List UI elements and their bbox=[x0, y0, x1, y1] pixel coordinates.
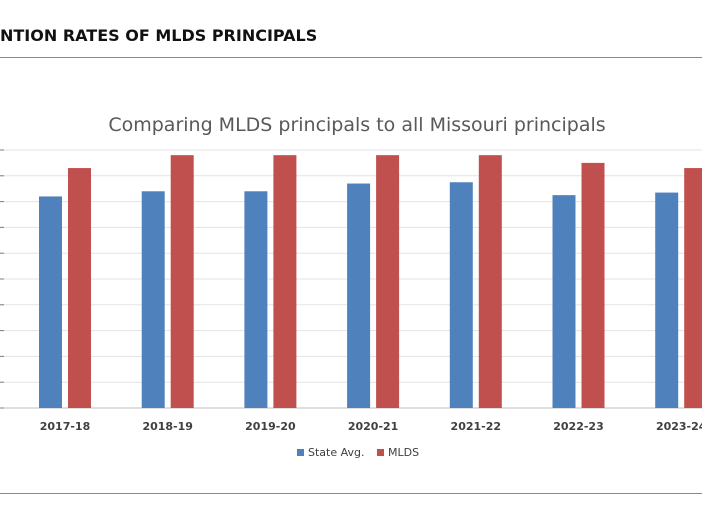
legend: State Avg. MLDS bbox=[297, 446, 419, 459]
bar-mlds-2017-18 bbox=[68, 168, 91, 408]
bars bbox=[39, 155, 702, 408]
bar-state-avg-2018-19 bbox=[141, 191, 165, 408]
legend-swatch-mlds bbox=[377, 449, 384, 456]
bar-state-avg-2019-20 bbox=[244, 191, 268, 408]
x-tick-label: 2021-22 bbox=[451, 420, 502, 433]
legend-label-state-avg: State Avg. bbox=[308, 446, 364, 459]
x-tick-label: 2020-21 bbox=[348, 420, 399, 433]
chart-title: Comparing MLDS principals to all Missour… bbox=[108, 114, 605, 136]
x-tick-label: 2023-24 bbox=[656, 420, 702, 433]
x-tick-label: 2018-19 bbox=[142, 420, 193, 433]
x-tick-label: 2019-20 bbox=[245, 420, 296, 433]
bar-mlds-2018-19 bbox=[170, 155, 194, 408]
footer-divider bbox=[0, 493, 702, 494]
bar-mlds-2023-24 bbox=[684, 168, 702, 408]
bar-mlds-2021-22 bbox=[478, 155, 502, 408]
x-tick-label: 2022-23 bbox=[553, 420, 604, 433]
page-header: NTION RATES OF MLDS PRINCIPALS bbox=[0, 26, 318, 45]
bar-state-avg-2020-21 bbox=[347, 183, 371, 408]
bar-state-avg-2023-24 bbox=[655, 192, 679, 408]
legend-label-mlds: MLDS bbox=[388, 446, 419, 459]
bar-state-avg-2017-18 bbox=[39, 196, 62, 408]
bar-mlds-2020-21 bbox=[376, 155, 400, 408]
bar-state-avg-2021-22 bbox=[449, 182, 473, 408]
bar-state-avg-2022-23 bbox=[552, 195, 576, 408]
x-axis: 2017-18 2018-19 2019-20 2020-21 2021-22 2022-… bbox=[40, 420, 702, 433]
bar-mlds-2019-20 bbox=[273, 155, 297, 408]
header-divider bbox=[0, 57, 702, 58]
bar-mlds-2022-23 bbox=[581, 162, 605, 408]
x-tick-label: 2017-18 bbox=[40, 420, 91, 433]
legend-swatch-state-avg bbox=[297, 449, 304, 456]
